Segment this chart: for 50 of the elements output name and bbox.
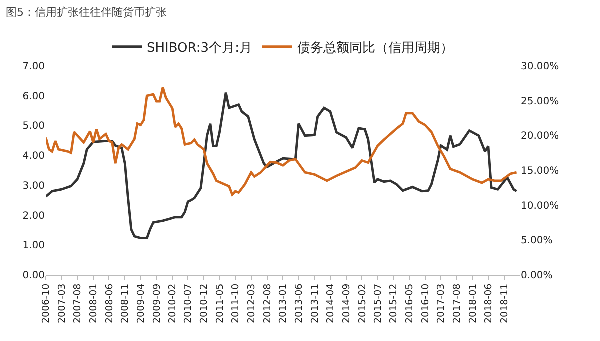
x-tick-label: 2017-08 — [452, 284, 463, 324]
line-series — [46, 86, 518, 196]
x-tick-label: 2017-03 — [436, 284, 448, 324]
x-tick-label: 2007-08 — [72, 284, 84, 324]
legend-label: 债务总额同比（信用周期） — [297, 40, 454, 56]
x-tick-label: 2018-11 — [499, 284, 510, 324]
y-tick-label: 4.00 — [22, 151, 45, 162]
y2-tick-label: 25.00% — [521, 96, 560, 108]
x-tick-label: 2008-11 — [120, 284, 132, 324]
y2-tick-label: 15.00% — [521, 166, 560, 177]
y-tick-label: 6.00 — [22, 91, 45, 102]
chart-title: 图5：信用扩张往往伴随货币扩张 — [6, 6, 167, 20]
x-tick-label: 2011-10 — [230, 284, 242, 324]
y2-tick-label: 0.00% — [521, 270, 553, 282]
x-tick-label: 2018-01 — [468, 284, 479, 324]
x-tick-label: 2006-10 — [41, 284, 52, 324]
y-tick-label: 3.00 — [22, 180, 45, 192]
x-tick-label: 2012-03 — [246, 284, 258, 324]
x-tick-label: 2008-01 — [88, 284, 100, 324]
line-series — [46, 92, 518, 240]
x-tick-label: 2008-06 — [104, 284, 116, 324]
y-tick-label: 2.00 — [22, 210, 45, 222]
x-tick-label: 2013-11 — [310, 284, 321, 324]
x-tick-label: 2011-05 — [214, 284, 226, 324]
y2-tick-label: 30.00% — [521, 62, 560, 72]
y2-tick-label: 20.00% — [521, 131, 560, 142]
y-tick-label: 7.00 — [22, 62, 45, 72]
x-tick-label: 2015-02 — [357, 284, 368, 324]
x-tick-label: 2014-09 — [341, 284, 352, 324]
x-tick-label: 2015-07 — [372, 284, 384, 324]
x-tick-label: 2014-04 — [325, 284, 336, 324]
y-tick-label: 5.00 — [22, 121, 45, 132]
x-tick-label: 2016-05 — [404, 284, 416, 324]
y2-tick-label: 5.00% — [521, 236, 553, 247]
x-tick-label: 2013-01 — [278, 284, 290, 324]
x-tick-label: 2018-06 — [484, 284, 495, 324]
y-tick-label: 1.00 — [22, 240, 45, 252]
x-tick-label: 2016-10 — [420, 284, 432, 324]
x-tick-label: 2009-04 — [136, 284, 147, 324]
x-tick-label: 2012-08 — [262, 284, 274, 324]
x-tick-label: 2015-12 — [388, 284, 400, 324]
y2-tick-label: 10.00% — [521, 200, 560, 212]
x-tick-label: 2009-09 — [152, 284, 163, 324]
y-tick-label: 0.00 — [22, 270, 45, 282]
legend-label: SHIBOR:3个月:月 — [147, 40, 252, 56]
x-tick-label: 2010-07 — [183, 284, 194, 324]
x-tick-label: 2010-02 — [168, 284, 179, 324]
x-tick-label: 2007-03 — [56, 284, 68, 324]
x-tick-label: 2013-06 — [294, 284, 305, 324]
x-tick-label: 2010-12 — [199, 284, 210, 324]
